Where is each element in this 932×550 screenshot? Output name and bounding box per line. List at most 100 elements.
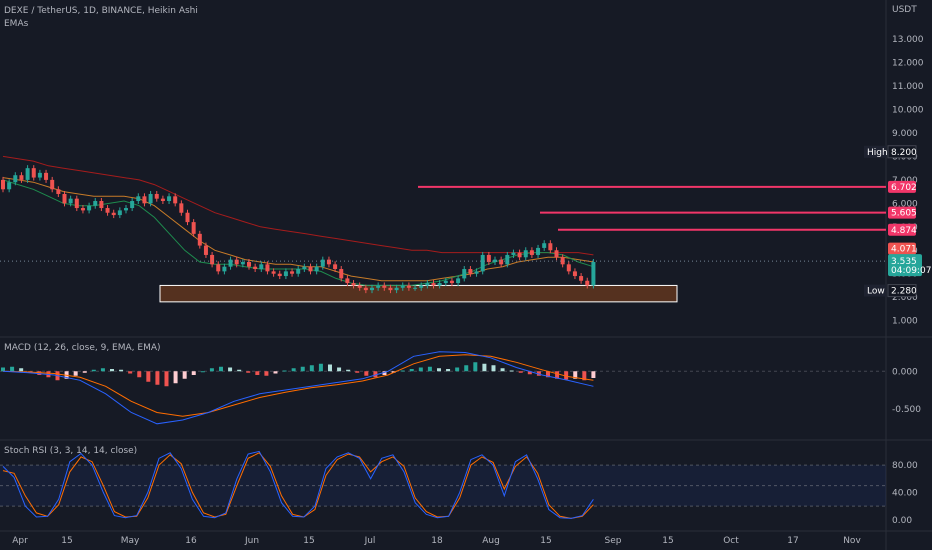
candle [148,193,153,204]
high-tag-bg [887,145,917,159]
time-tick-label: Jun [244,536,259,546]
time-tick-label: Aug [482,536,500,546]
candle [357,285,362,288]
macd-histogram-bar [436,368,441,372]
level1-tag: 6.702 [891,183,917,193]
last-price-tag: 3.535 [891,257,917,267]
candle [326,259,331,265]
macd-histogram-bar [291,368,296,372]
candle [142,196,147,204]
candle [197,233,202,246]
candle [265,264,270,272]
macd-histogram-bar [564,371,569,380]
macd-histogram-bar [591,371,596,378]
macd-histogram-bar [509,370,514,372]
time-tick-label: Jul [364,536,376,546]
candle [136,196,141,202]
macd-histogram-bar [19,368,24,372]
macd-histogram-bar [273,371,278,374]
high-label-bg [864,145,886,158]
candle [191,222,196,234]
level2-tag-bg [888,206,916,219]
low-label: Low [867,287,885,297]
candle [370,287,374,291]
candle [68,198,73,204]
candle [320,259,325,267]
candle [480,254,485,272]
macd-histogram-bar [264,371,269,376]
stoch-tick-label: 40.00 [892,488,918,498]
candle [222,266,227,272]
candle [425,283,430,286]
candle [505,254,510,265]
macd-histogram-bar [91,369,96,372]
macd-histogram-bar [346,369,351,372]
candle [130,201,135,209]
candle [394,287,399,291]
candle [536,247,541,255]
low-tag-bg [887,284,917,298]
stoch-tick-label: 80.00 [892,461,918,471]
candle [548,243,553,251]
level3-tag: 4.874 [891,226,917,236]
macd-signal-line [2,354,594,417]
time-tick-label: 17 [787,536,798,546]
support-zone [159,284,678,303]
macd-histogram-bar [545,371,550,378]
time-tick-label: 15 [662,536,673,546]
candle [363,287,368,291]
candle [247,261,251,267]
candle [468,269,473,274]
candle [333,264,338,270]
macd-histogram-bar [318,363,323,372]
last-price-tag-bg [888,254,922,277]
macd-histogram-bar [37,371,42,375]
macd-histogram-bar [337,367,342,372]
macd-histogram-bar [536,371,541,376]
macd-histogram-bar [218,366,223,372]
time-tick-label: 15 [303,536,314,546]
candle [474,271,479,274]
candle [413,287,418,289]
macd-histogram-bar [209,368,214,372]
candle [62,193,67,204]
candle [499,259,504,265]
candle [167,196,172,202]
macd-histogram-bar [182,371,187,379]
candle [105,208,110,213]
macd-histogram-bar [355,371,360,373]
price-tick-label: 2.000 [892,293,918,303]
candle [7,182,12,190]
candle [1,179,5,190]
stoch-k-line [2,450,594,519]
candle [173,196,178,204]
candle [124,208,128,211]
macd-histogram-bar [146,371,151,382]
candle [579,276,584,281]
time-tick-label: Sep [605,536,622,546]
price-tick-label: 13.000 [892,35,924,45]
candle [277,273,282,277]
candle [50,179,55,190]
candle [529,250,534,255]
candle [19,175,24,180]
macd-histogram-bar [555,371,560,379]
candle [345,278,350,284]
macd-histogram-bar [191,371,196,375]
macd-histogram-bar [382,371,387,375]
macd-histogram-bar [119,369,124,372]
price-tick-label: 11.000 [892,82,924,92]
low-label-bg [864,284,886,297]
candle [234,259,239,265]
macd-histogram-bar [518,371,523,373]
macd-histogram-bar [427,366,432,372]
candle [74,198,79,209]
macd-histogram-bar [173,371,178,384]
candle [493,259,497,262]
price-tick-label: 10.000 [892,106,924,116]
candle [117,210,122,216]
macd-histogram-bar [446,369,451,372]
candle [523,250,528,258]
candle [210,254,215,265]
